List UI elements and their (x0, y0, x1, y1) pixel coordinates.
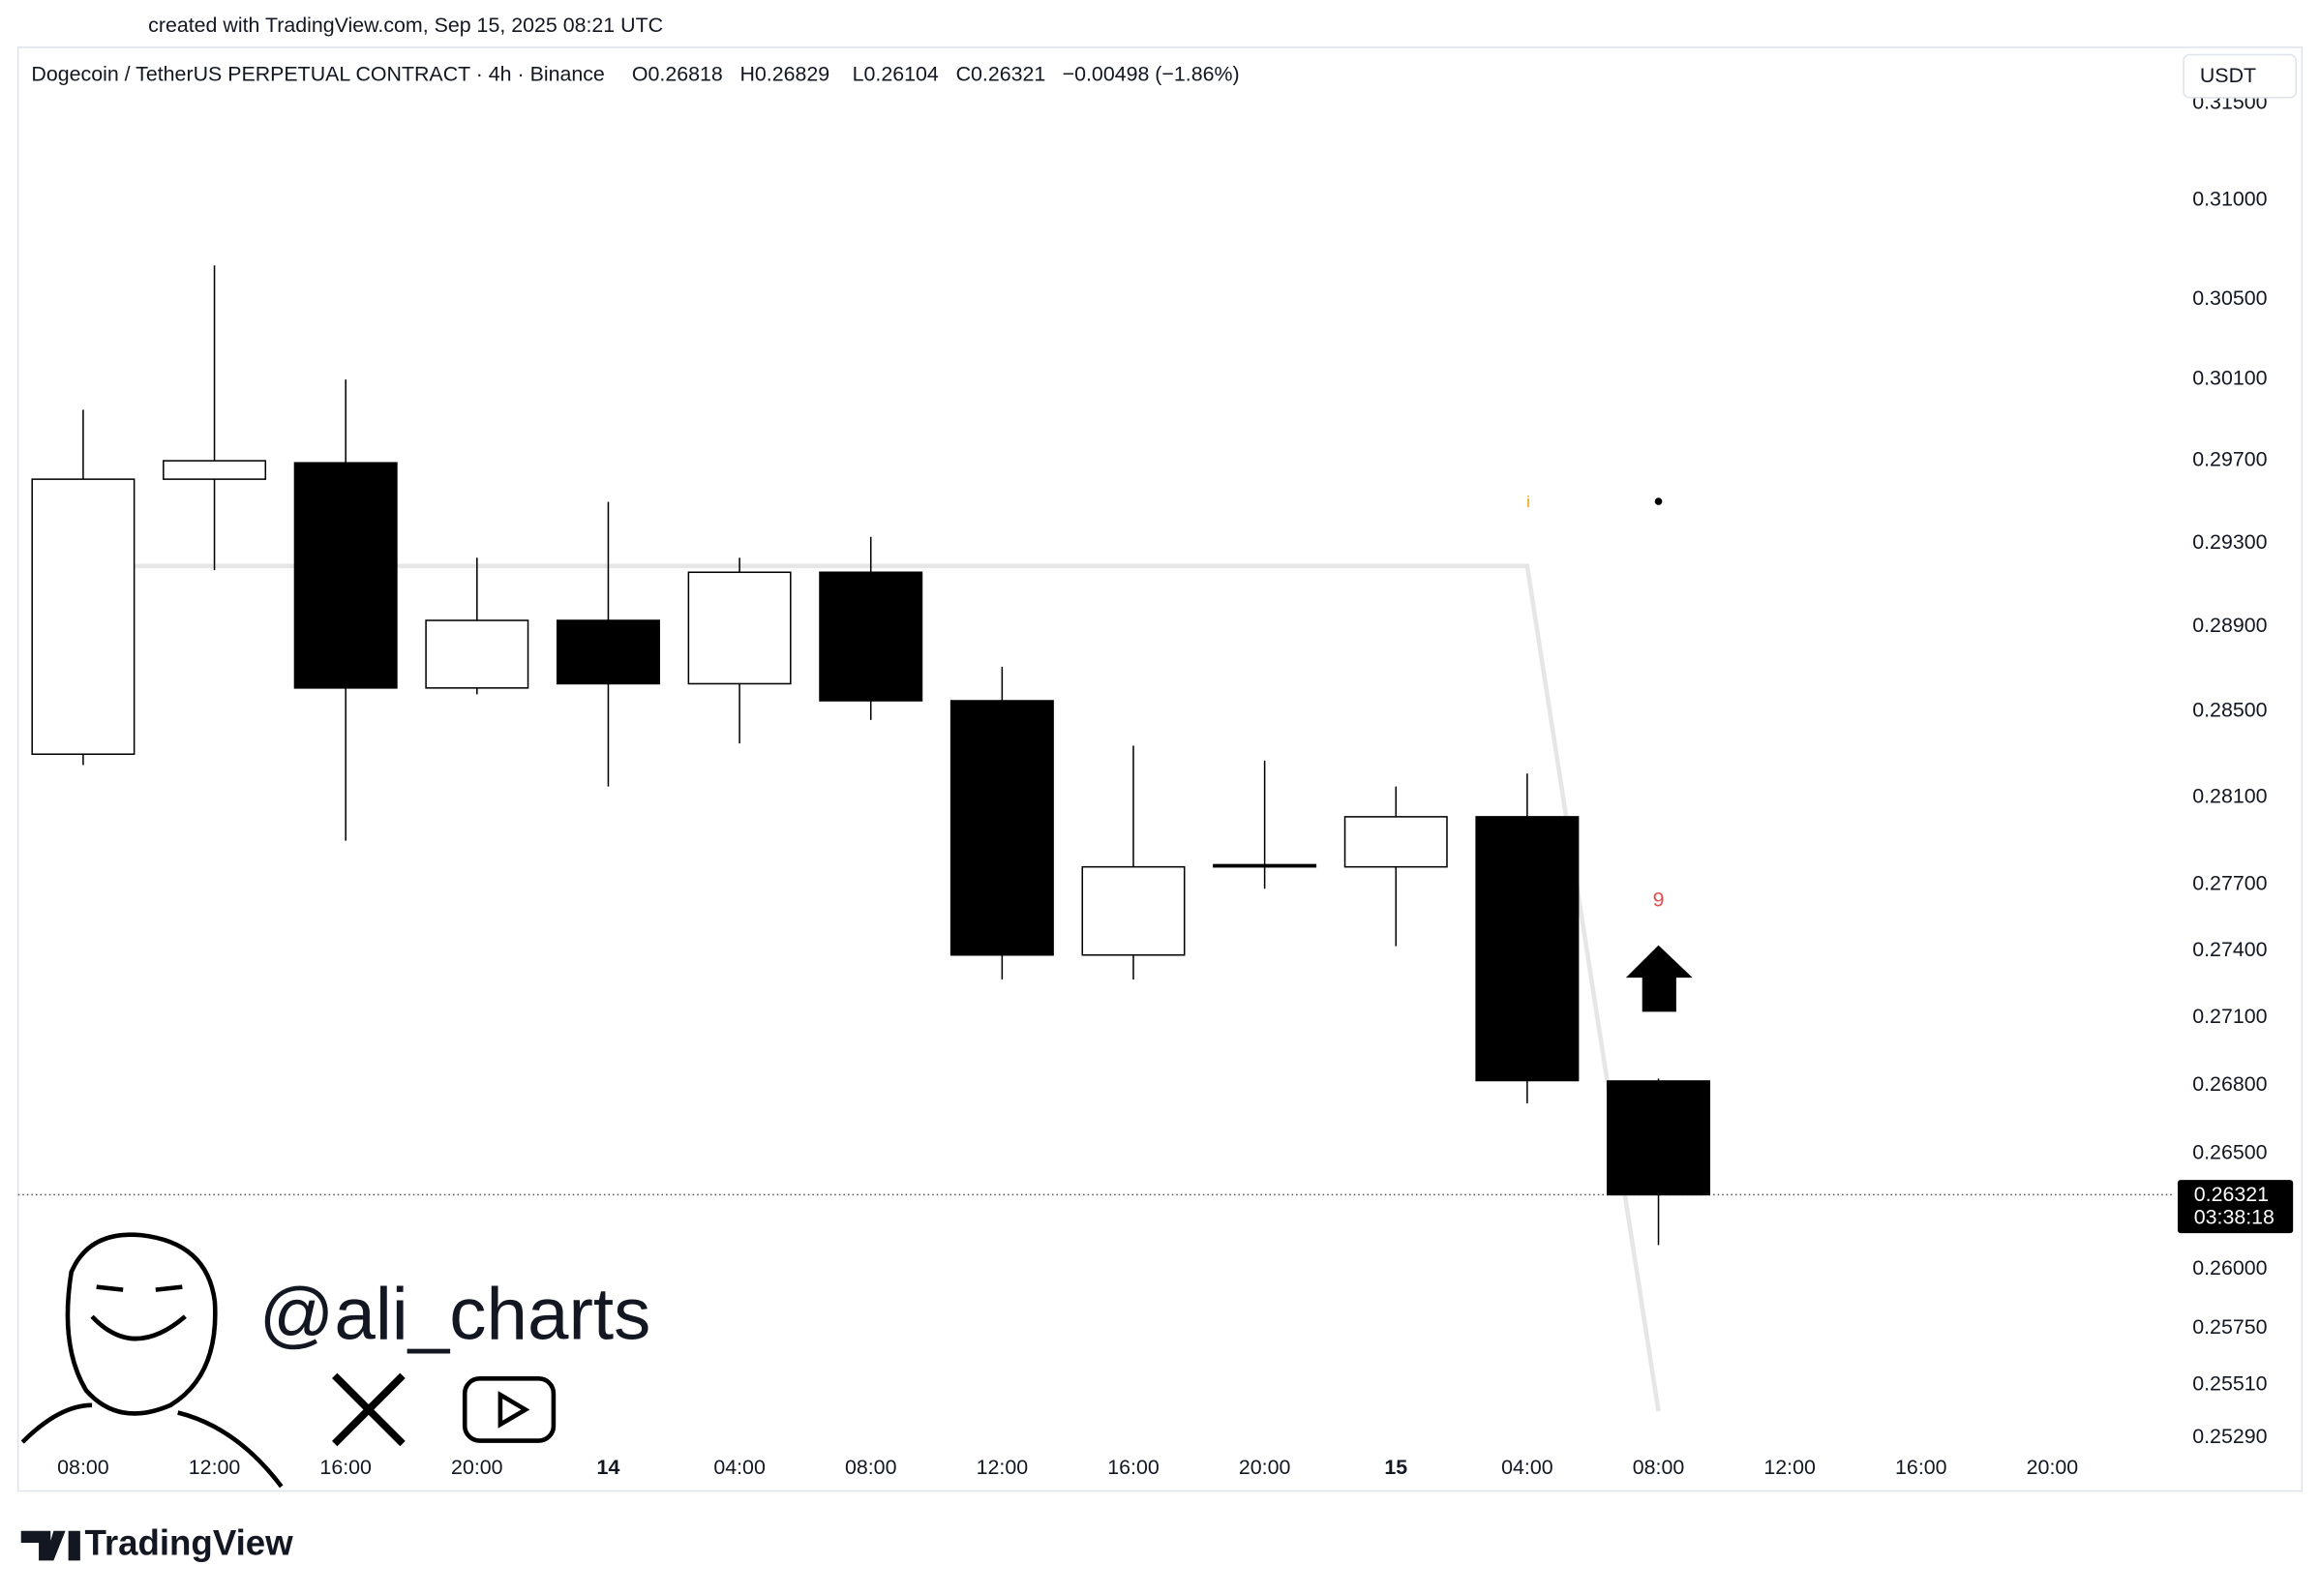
candle-body (1475, 816, 1580, 1082)
y-tick-label: 0.26000 (2192, 1256, 2267, 1280)
x-tick-label: 20:00 (2027, 1456, 2079, 1479)
ohlc-close: C0.26321 (956, 63, 1046, 86)
chart-frame (16, 46, 2304, 1492)
candle-body (1607, 1080, 1711, 1196)
candle-body (293, 462, 398, 689)
credit: created with TradingView.com, Sep 15, 20… (148, 14, 663, 37)
x-tick-label: 08:00 (845, 1456, 897, 1479)
youtube-play (497, 1391, 530, 1429)
x-tick-label: 08:00 (1633, 1456, 1685, 1479)
watermark: @ali_charts (259, 1273, 651, 1355)
candle-body (819, 571, 923, 702)
signal-dot (1654, 497, 1663, 505)
buy-arrow (1625, 945, 1693, 1012)
ohlc-high: H0.26829 (739, 63, 829, 86)
candle-body (1213, 863, 1317, 868)
y-tick-label: 0.27100 (2192, 1005, 2267, 1028)
y-tick-label: 0.28500 (2192, 699, 2267, 722)
candle-body (687, 571, 792, 685)
x-tick-label: 12:00 (1763, 1456, 1816, 1479)
x-tick-label: 16:00 (319, 1456, 372, 1479)
candle-body (556, 619, 660, 685)
x-icon[interactable] (332, 1372, 406, 1447)
x-tick-label: 16:00 (1895, 1456, 1947, 1479)
avatar (20, 1232, 284, 1489)
x-tick-label: 14 (597, 1456, 620, 1479)
brand: TradingView (84, 1523, 293, 1563)
y-tick-label: 0.30100 (2192, 367, 2267, 390)
y-tick-label: 0.26800 (2192, 1072, 2267, 1096)
candle-body (31, 478, 136, 755)
candle-body (949, 700, 1054, 956)
price-tag-countdown: 03:38:18 (2194, 1206, 2275, 1229)
x-tick-label: 08:00 (57, 1456, 109, 1479)
ohlc-change: −0.00498 (−1.86%) (1063, 63, 1240, 86)
x-tick-label: 20:00 (1239, 1456, 1291, 1479)
x-tick-label: 16:00 (1107, 1456, 1160, 1479)
y-tick-label: 0.25290 (2192, 1425, 2267, 1448)
ohlc-open: O0.26818 (632, 63, 723, 86)
plot: 0.315000.310000.305000.301000.297000.293… (17, 90, 2268, 1479)
y-tick-label: 0.28900 (2192, 614, 2267, 637)
brand-logo (20, 1530, 80, 1561)
currency-box[interactable] (2183, 53, 2297, 99)
candle-body (163, 460, 267, 480)
y-tick-label: 0.31000 (2192, 188, 2267, 211)
x-tick-label: 04:00 (1501, 1456, 1553, 1479)
y-tick-label: 0.27700 (2192, 871, 2267, 894)
x-tick-label: 12:00 (189, 1456, 241, 1479)
chart-title: Dogecoin / TetherUS PERPETUAL CONTRACT ·… (31, 63, 604, 86)
y-tick-label: 0.29700 (2192, 448, 2267, 471)
candle-body (1343, 816, 1448, 868)
y-tick-label: 0.28100 (2192, 784, 2267, 807)
info-icon[interactable]: i (1526, 493, 1530, 511)
candle-body (425, 619, 529, 689)
price-tag-value: 0.26321 (2194, 1183, 2269, 1206)
y-tick-label: 0.29300 (2192, 530, 2267, 554)
y-tick-label: 0.26500 (2192, 1140, 2267, 1163)
td-count: 9 (1653, 888, 1665, 911)
y-tick-label: 0.30500 (2192, 286, 2267, 310)
candle-body (1081, 865, 1186, 956)
x-tick-label: 04:00 (713, 1456, 766, 1479)
x-tick-label: 12:00 (977, 1456, 1029, 1479)
y-tick-label: 0.25750 (2192, 1315, 2267, 1339)
ohlc-low: L0.26104 (853, 63, 939, 86)
y-tick-label: 0.25510 (2192, 1372, 2267, 1396)
currency[interactable]: USDT (2200, 64, 2256, 87)
x-tick-label: 15 (1384, 1456, 1407, 1479)
y-tick-label: 0.27400 (2192, 938, 2267, 961)
x-tick-label: 20:00 (451, 1456, 503, 1479)
youtube-icon[interactable] (462, 1376, 557, 1443)
price-tag (2177, 1180, 2294, 1234)
